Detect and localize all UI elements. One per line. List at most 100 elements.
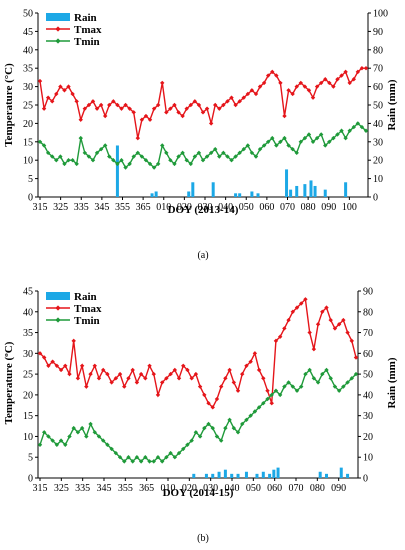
point-tmin [341,384,346,389]
point-tmin [269,392,274,398]
point-tmax [98,102,104,108]
x-tick-label: 100 [342,202,357,213]
point-tmax [143,113,149,119]
point-tmax [101,367,106,373]
point-tmax [286,317,291,323]
point-tmin [41,143,47,148]
point-tmin [318,132,324,137]
series-line-tmin [39,368,357,463]
point-tmax [202,392,207,398]
point-tmin [184,158,189,163]
rain-bar [187,191,191,197]
point-tmax [200,110,206,115]
point-tmax [221,102,226,108]
x-tick-label: 040 [225,483,240,494]
legend-label: Rain [74,291,97,303]
point-tmax [218,384,224,389]
point-tmin [54,158,59,163]
point-tmin [249,150,255,156]
point-tmax [214,396,220,402]
point-tmin [208,150,214,156]
point-tmax [241,95,246,100]
point-tmax [240,371,245,377]
point-tmax [115,102,120,108]
y2-tick-label: 10 [373,174,383,185]
y-tick-label: 5 [28,174,33,185]
legend-label: Tmin [74,315,100,327]
x-tick-label: 090 [321,202,336,213]
y2-tick-label: 60 [363,349,373,360]
point-tmax [151,106,157,111]
point-tmax [204,106,210,111]
point-tmin [286,143,291,148]
point-tmax [176,376,182,381]
point-tmin [282,384,287,389]
x-tick-label: 325 [54,483,69,494]
y-tick-label: 0 [28,474,33,485]
y-tick-label: 40 [23,45,33,56]
point-tmin [315,380,321,385]
rain-bar [323,189,327,197]
y2-axis-title: Rain (mm) [386,357,398,408]
point-tmax [253,91,259,97]
x-tick-label: 315 [33,202,48,213]
point-tmax [225,99,230,104]
point-tmax [248,359,253,364]
point-tmin [339,128,344,133]
point-tmax [353,355,359,360]
y-tick-label: 35 [23,64,33,75]
point-tmin [290,384,295,389]
point-tmin [248,413,253,418]
point-tmax [126,376,131,381]
point-tmax [223,376,228,381]
point-tmin [63,442,68,447]
point-tmin [88,421,93,427]
point-tmax [231,380,237,385]
point-tmin [282,135,287,141]
point-tmax [277,334,283,339]
point-tmax [63,363,68,368]
point-tmin [231,425,237,431]
point-tmin [172,455,178,460]
rain-bar [211,182,215,197]
point-tmax [278,80,283,86]
x-axis-title: DOY (2014-15) [163,487,234,499]
x-tick-label: 010 [156,202,171,213]
legend-marker-tmax [55,305,61,311]
y-tick-label: 30 [23,349,33,360]
point-tmax [41,106,47,111]
point-tmin [94,150,100,156]
point-tmin [261,143,267,148]
point-tmax [274,73,279,78]
point-tmax [315,322,321,327]
y2-tick-label: 80 [373,45,383,56]
rain-bar [285,169,289,197]
y-tick-label: 20 [23,119,33,130]
point-tmax [273,338,279,344]
point-tmin [286,380,291,385]
point-tmin [349,376,354,381]
x-tick-label: 345 [94,202,109,213]
point-tmin [277,392,283,398]
point-tmin [138,459,144,464]
panel-label: (a) [197,250,208,261]
point-tmin [206,421,211,427]
legend-marker-tmin [55,38,61,44]
rain-bar [344,182,348,197]
rain-bar [276,467,280,478]
point-tmin [235,430,241,435]
rain-bar [191,182,195,197]
point-tmin [298,139,303,144]
point-tmin [151,459,156,464]
point-tmin [134,455,140,460]
x-tick-label: 060 [259,202,274,213]
point-tmax [189,376,194,381]
point-tmin [345,380,350,385]
point-tmax [318,80,324,86]
rain-bar [211,473,215,478]
point-tmax [345,330,350,335]
point-tmax [324,305,329,310]
point-tmax [257,84,263,89]
rain-bar [318,471,322,478]
